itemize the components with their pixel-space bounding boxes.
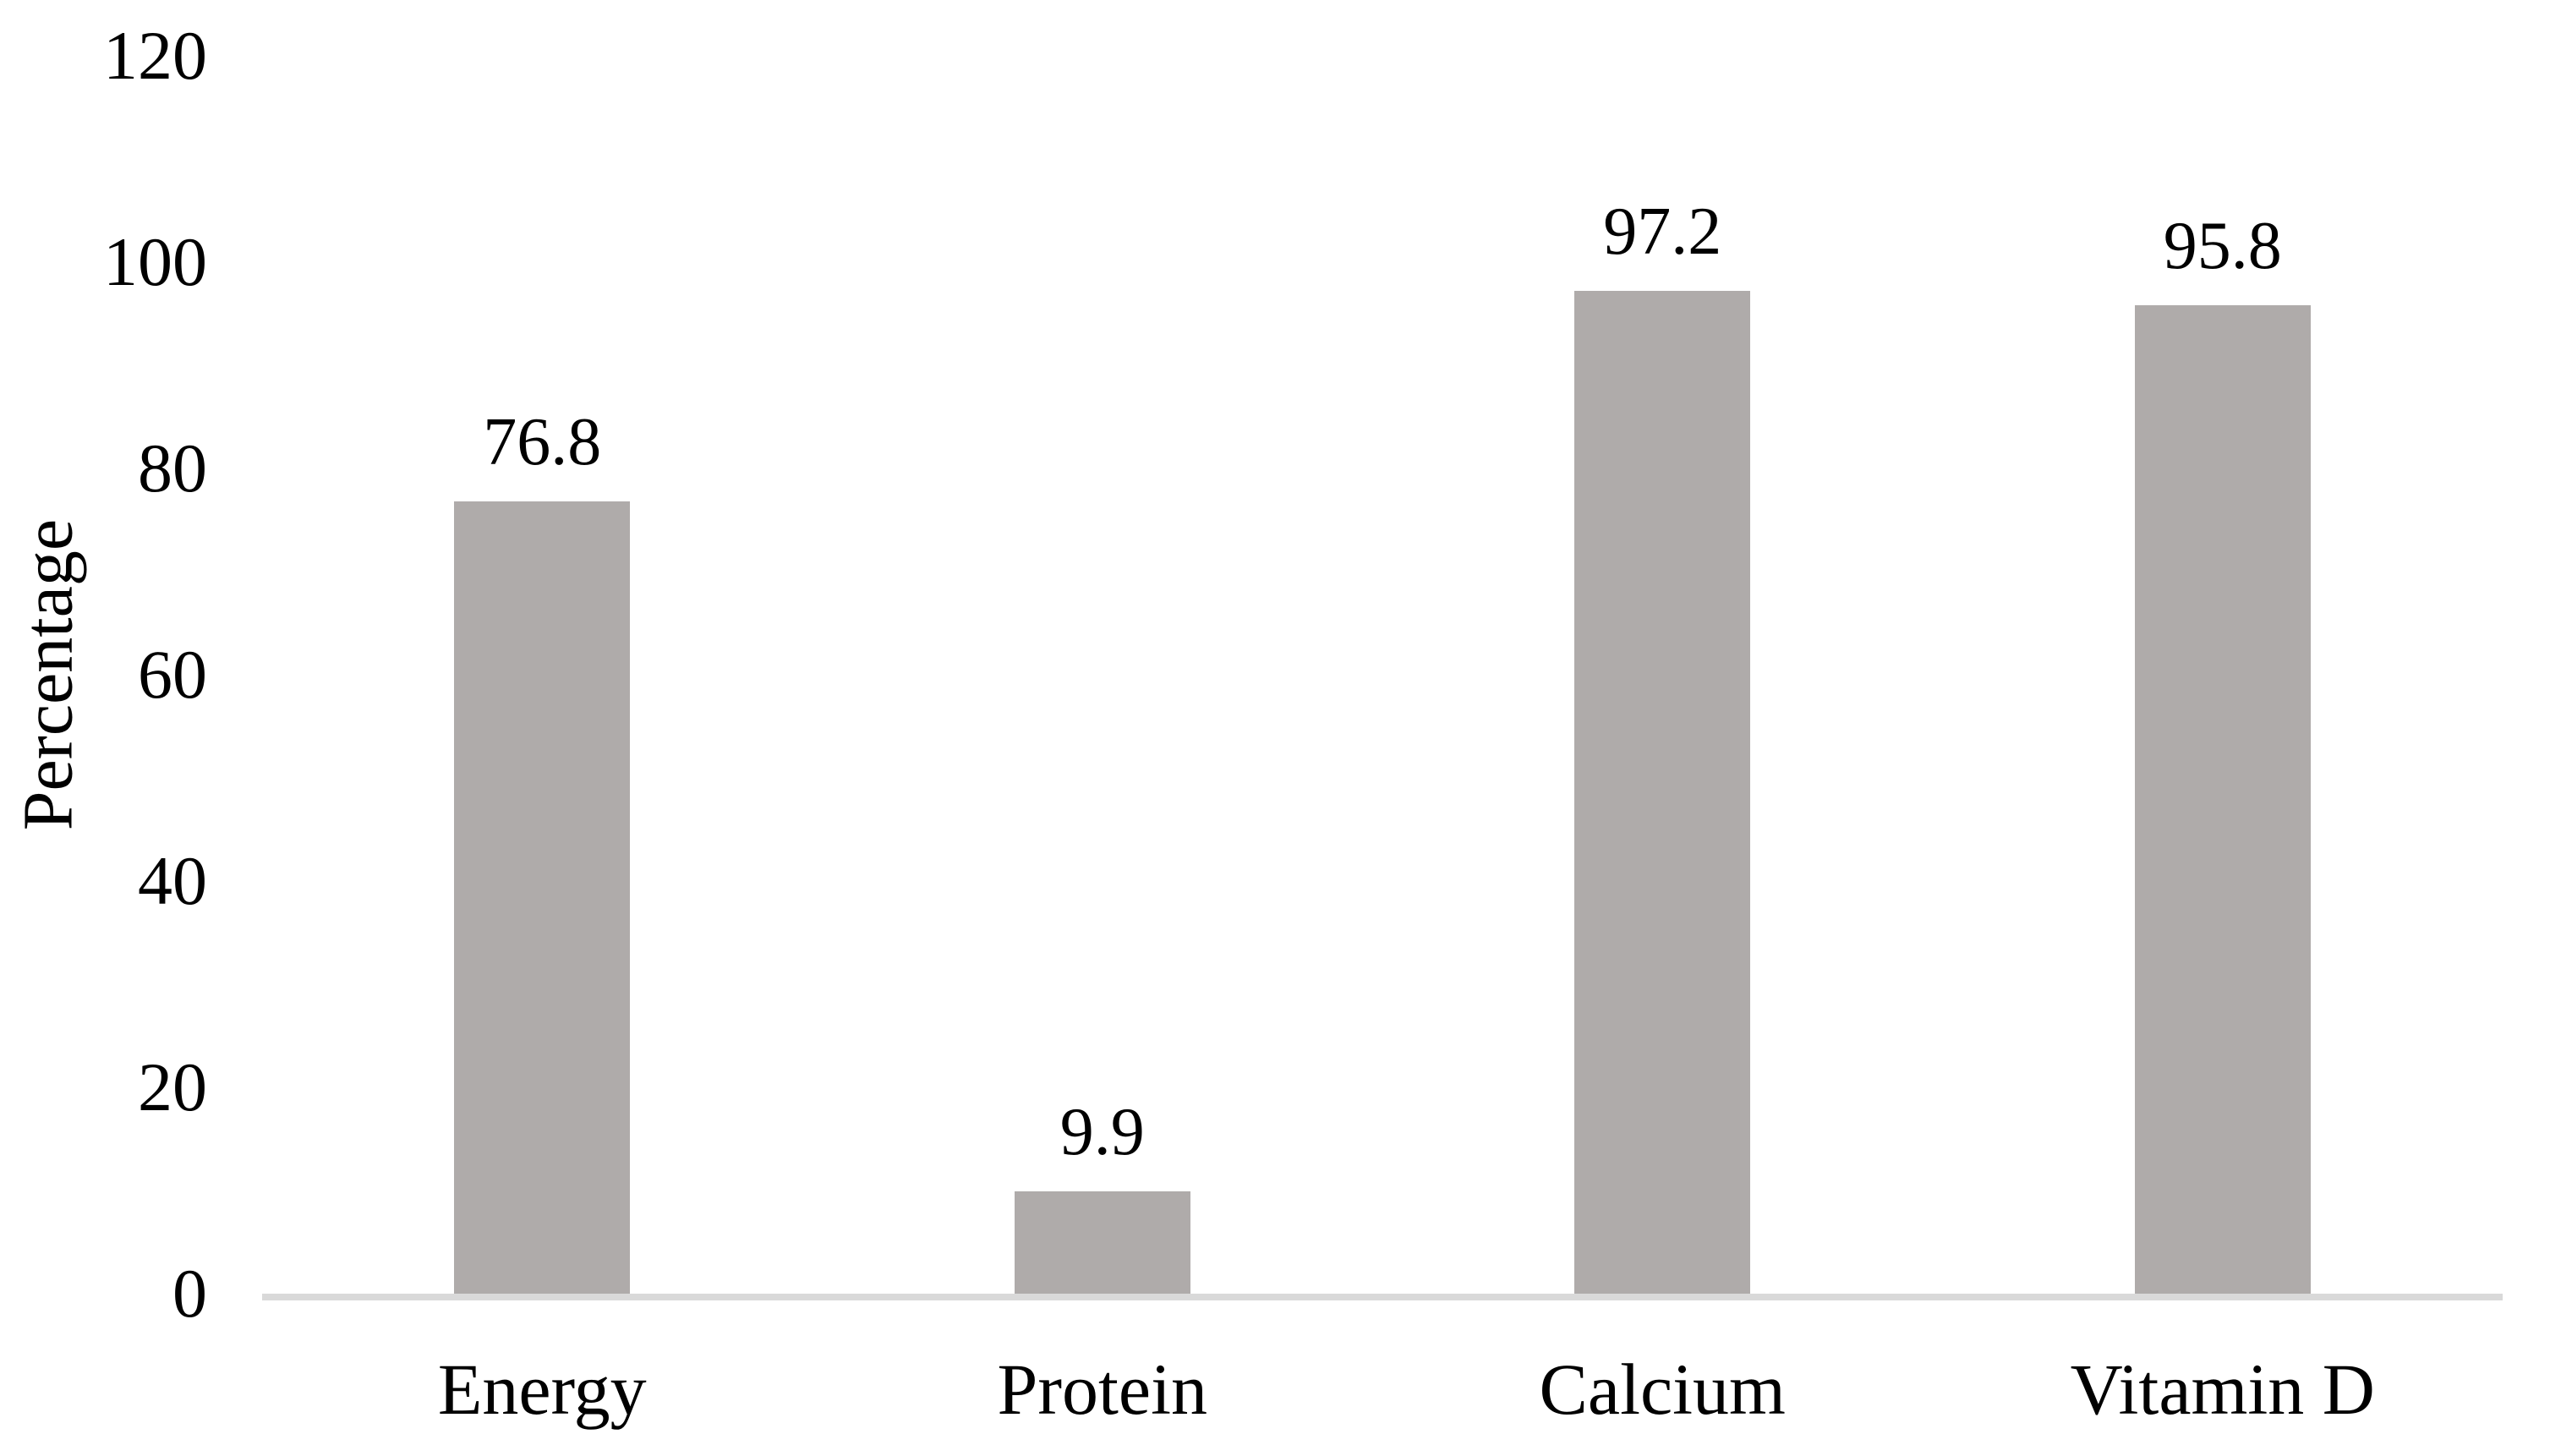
bar-group-calcium: 97.2: [1382, 56, 1943, 1294]
y-tick-label: 100: [103, 223, 207, 300]
y-tick-label: 60: [138, 636, 207, 713]
x-axis-labels: Energy Protein Calcium Vitamin D: [262, 1343, 2503, 1444]
x-axis-label-vitamin-d: Vitamin D: [2070, 1349, 2375, 1430]
bar-group-energy: 76.8: [262, 56, 823, 1294]
x-axis-label-calcium: Calcium: [1539, 1349, 1786, 1430]
bar-value-label: 76.8: [483, 405, 602, 480]
bar-group-vitamin-d: 95.8: [1943, 56, 2504, 1294]
bar-value-label: 95.8: [2163, 209, 2282, 284]
x-axis-label-energy: Energy: [437, 1349, 647, 1430]
y-axis-ticks: 0 20 40 60 80 100 120: [0, 21, 207, 1328]
y-tick-label: 80: [138, 430, 207, 506]
x-axis-label-protein: Protein: [997, 1349, 1207, 1430]
bar-energy: [454, 501, 631, 1294]
bar-value-label: 97.2: [1603, 194, 1722, 270]
y-tick-label: 40: [138, 842, 207, 919]
y-tick-label: 20: [138, 1048, 207, 1125]
plot-area: 76.8 9.9 97.2 95.8: [262, 56, 2504, 1300]
bar-vitamin-d: [2134, 305, 2311, 1294]
bar-group-protein: 9.9: [823, 56, 1383, 1294]
bar-protein: [1014, 1191, 1190, 1294]
bar-calcium: [1574, 291, 1751, 1294]
bar-value-label: 9.9: [1059, 1095, 1145, 1170]
y-tick-label: 120: [103, 17, 207, 94]
y-tick-label: 0: [172, 1255, 207, 1332]
x-axis-line: [262, 1294, 2503, 1300]
